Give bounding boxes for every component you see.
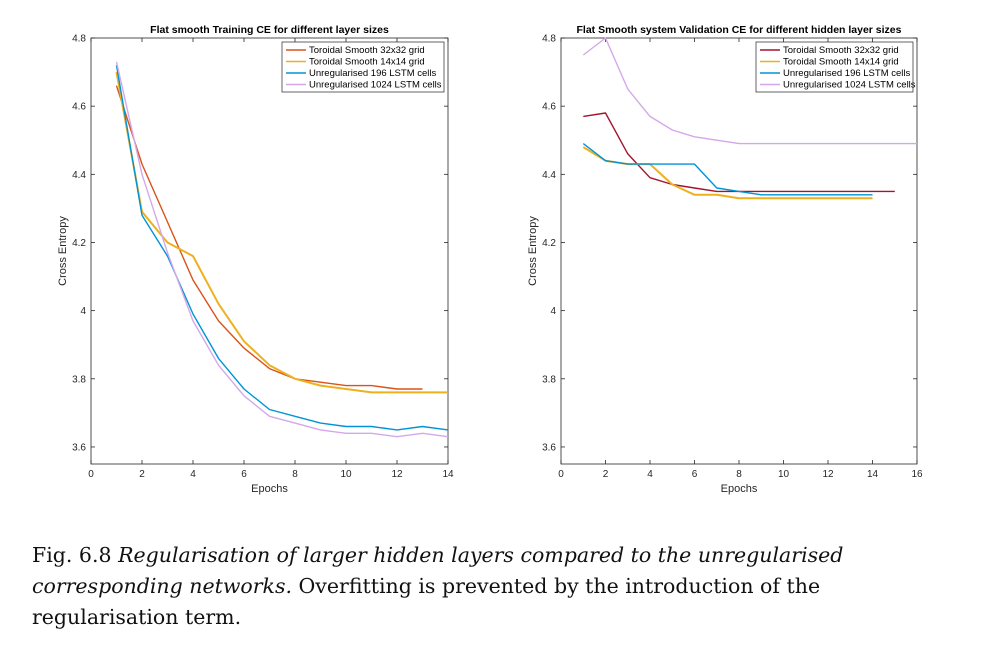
legend-entry: Unregularised 196 LSTM cells xyxy=(783,68,911,79)
x-axis-label: Epochs xyxy=(251,483,288,495)
y-tick-label: 4.8 xyxy=(72,34,86,45)
x-axis-label: Epochs xyxy=(721,483,758,495)
y-tick-label: 4.4 xyxy=(72,170,86,181)
legend-entry: Unregularised 196 LSTM cells xyxy=(309,68,437,79)
y-tick-label: 4.2 xyxy=(542,238,556,249)
y-tick-label: 3.8 xyxy=(542,374,556,385)
x-tick-label: 4 xyxy=(190,469,196,480)
x-tick-label: 4 xyxy=(647,469,653,480)
x-tick-label: 12 xyxy=(391,469,403,480)
x-tick-label: 14 xyxy=(442,469,454,480)
legend-entry: Toroidal Smooth 14x14 grid xyxy=(783,57,899,68)
series-line-4 xyxy=(582,37,917,145)
x-tick-label: 0 xyxy=(88,469,94,480)
y-tick-label: 4.6 xyxy=(72,102,86,113)
legend-entry: Toroidal Smooth 32x32 grid xyxy=(783,45,899,56)
legend-entry: Toroidal Smooth 32x32 grid xyxy=(309,45,425,56)
x-tick-label: 6 xyxy=(692,469,698,480)
x-tick-label: 0 xyxy=(558,469,564,480)
y-tick-label: 4 xyxy=(550,306,556,317)
y-tick-label: 4 xyxy=(80,306,86,317)
y-axis-label: Cross Entropy xyxy=(527,216,539,286)
legend-box xyxy=(281,41,445,93)
caption-italic: Regularisation of larger hidden layers c… xyxy=(32,543,844,598)
series-line-4 xyxy=(115,61,449,438)
plot-area xyxy=(560,37,918,465)
y-tick-label: 4.6 xyxy=(542,102,556,113)
y-axis-label: Cross Entropy xyxy=(57,216,69,286)
y-tick-label: 4.2 xyxy=(72,238,86,249)
legend-entry: Unregularised 1024 LSTM cells xyxy=(783,80,916,91)
x-tick-label: 12 xyxy=(822,469,834,480)
y-tick-label: 4.4 xyxy=(542,170,556,181)
chart-1: 0 2 4 6 8 10 12 14 3.6 3.8 4 4.2 4.4 4.6 4.8 Flat smoot… xyxy=(57,24,454,495)
y-tick-label: 4.8 xyxy=(542,34,556,45)
y-tick-label: 3.8 xyxy=(72,374,86,385)
series-line-1 xyxy=(115,85,423,390)
chart-title: Flat Smooth system Validation CE for dif… xyxy=(577,24,902,36)
legend-entry: Unregularised 1024 LSTM cells xyxy=(309,80,442,91)
legend-box xyxy=(755,41,914,93)
legend-entry: Toroidal Smooth 14x14 grid xyxy=(309,57,425,68)
figure-caption: Fig. 6.8 Regularisation of larger hidden… xyxy=(32,540,967,633)
y-tick-label: 3.6 xyxy=(72,442,86,453)
x-tick-label: 8 xyxy=(292,469,298,480)
series-line-3 xyxy=(582,143,873,196)
x-tick-label: 8 xyxy=(736,469,742,480)
x-tick-label: 2 xyxy=(603,469,609,480)
figure-canvas: 0 2 4 6 8 10 12 14 3.6 3.8 4 4.2 4.4 4.6 4.8 Flat smoot… xyxy=(57,24,923,495)
caption-text: Overfitting is prevented by the introduc… xyxy=(32,574,821,629)
x-tick-label: 10 xyxy=(778,469,790,480)
caption-label: Fig. 6.8 xyxy=(32,543,119,567)
x-tick-label: 2 xyxy=(139,469,145,480)
y-tick-label: 3.6 xyxy=(542,442,556,453)
series-line-2 xyxy=(115,71,448,394)
x-tick-label: 6 xyxy=(241,469,247,480)
x-tick-label: 10 xyxy=(340,469,352,480)
chart-2: 0 2 4 6 8 10 12 14 16 3.6 3.8 4 4.2 4.4 4.6 4.8 Flat Smo… xyxy=(527,24,923,495)
plot-area xyxy=(90,37,449,465)
x-tick-label: 16 xyxy=(911,469,923,480)
chart-title: Flat smooth Training CE for different la… xyxy=(150,24,389,36)
x-tick-label: 14 xyxy=(867,469,879,480)
